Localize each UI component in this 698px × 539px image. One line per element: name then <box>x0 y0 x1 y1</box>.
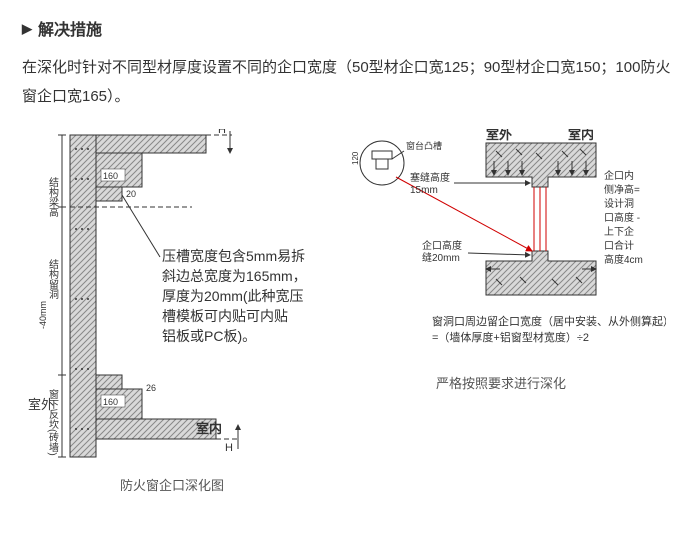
label-H-bottom: H <box>225 442 233 454</box>
dim-160-bot: 160 <box>103 397 118 407</box>
label-shiwai-right: 室外 <box>486 129 512 142</box>
rstack-6: 高度4cm <box>604 253 643 266</box>
note-line-1: 斜边总宽度为165mm， <box>162 268 307 284</box>
dim-160-top: 160 <box>103 171 118 181</box>
dim-20-top: 20 <box>126 189 136 199</box>
vlabel-opening-suffix: -40mm <box>38 301 48 329</box>
note-line-0: 压槽宽度包含5mm易拆 <box>162 248 305 264</box>
vlabel-beam: 结构梁高 <box>47 176 59 218</box>
label-shinei-left: 室内 <box>196 421 222 436</box>
body-paragraph: 在深化时针对不同型材厚度设置不同的企口宽度（50型材企口宽125；90型材企口宽… <box>22 54 676 111</box>
rstack-0: 企口内 <box>604 169 634 182</box>
label-H-top: H <box>218 129 226 136</box>
heading-arrow-icon: ▶ <box>22 22 32 35</box>
figures-row: H 160 20 160 26 H <box>22 129 676 494</box>
figure-left: H 160 20 160 26 H <box>22 129 322 494</box>
heading-title: 解决措施 <box>38 16 102 40</box>
figure-right: 室外 室内 1 <box>336 129 666 392</box>
formula-line-0: 窗洞口周边留企口宽度（居中安装、从外侧算起） <box>432 314 666 328</box>
rstack-3: 口高度 - <box>604 211 640 224</box>
callout-120: 120 <box>351 151 360 165</box>
dim-26: 26 <box>146 383 156 393</box>
page-root: ▶ 解决措施 在深化时针对不同型材厚度设置不同的企口宽度（50型材企口宽125；… <box>0 0 698 514</box>
note-line-4: 铝板或PC板)。 <box>162 328 256 344</box>
label-saifeng-1: 塞缝高度 <box>410 171 450 184</box>
note-line-2: 厚度为20mm(此种宽压 <box>162 288 304 304</box>
label-shiwai-left: 室外 <box>28 397 54 412</box>
label-shinei-right: 室内 <box>568 129 594 142</box>
figure-right-svg: 室外 室内 1 <box>336 129 666 359</box>
label-qikou-2: 缝20mm <box>422 251 460 264</box>
rstack-5: 口合计 <box>604 239 634 252</box>
rstack-4: 上下企 <box>604 225 634 238</box>
label-qikou-1: 企口高度 <box>422 239 462 252</box>
caption-right: 严格按照要求进行深化 <box>436 373 566 392</box>
rstack-1: 侧净高= <box>604 183 640 196</box>
label-saifeng-2: 15mm <box>410 185 438 196</box>
rstack-2: 设计洞 <box>604 197 634 210</box>
label-tucao: 窗台凸槽 <box>406 140 442 151</box>
figure-left-svg: H 160 20 160 26 H <box>22 129 322 469</box>
note-line-3: 槽模板可内贴可内贴 <box>162 308 288 324</box>
caption-left: 防火窗企口深化图 <box>120 475 224 494</box>
formula-line-1: =（墙体厚度+铝窗型材宽度）÷2 <box>432 330 589 344</box>
vlabel-opening: 结构留洞 <box>47 258 59 299</box>
section-heading: ▶ 解决措施 <box>22 16 676 40</box>
